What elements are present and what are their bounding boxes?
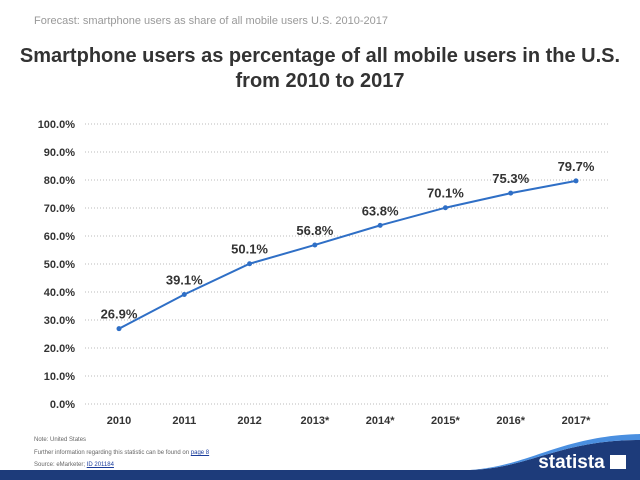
y-tick-label: 60.0% (44, 231, 75, 243)
data-point (116, 326, 122, 332)
y-tick-label: 80.0% (44, 175, 75, 187)
x-tick-label: 2011 (172, 415, 196, 427)
y-tick-label: 30.0% (44, 315, 75, 327)
data-label: 70.1% (427, 186, 464, 201)
data-point (573, 178, 579, 184)
y-tick-label: 10.0% (44, 371, 75, 383)
data-label: 63.8% (362, 203, 399, 218)
x-tick-label: 2017* (562, 415, 591, 427)
footer-wave-accent (470, 434, 640, 470)
chart-title: Smartphone users as percentage of all mo… (19, 45, 621, 92)
series-line (118, 179, 577, 330)
statista-logo: statista (538, 452, 626, 474)
y-tick-label: 0.0% (50, 399, 75, 411)
data-point (312, 242, 318, 248)
y-tick-label: 70.0% (44, 203, 75, 215)
source-link[interactable]: ID 201184 (86, 462, 114, 468)
y-tick-label: 50.0% (44, 259, 75, 271)
data-point (181, 292, 187, 298)
data-label: 50.1% (231, 242, 268, 257)
footer-wave (0, 440, 640, 480)
info-text: Further information regarding this stati… (34, 450, 190, 456)
data-label: 56.8% (296, 223, 333, 238)
data-point (508, 190, 514, 196)
x-tick-label: 2012 (237, 415, 261, 427)
data-point (377, 222, 383, 228)
statista-logo-icon (610, 455, 626, 469)
source-text: Source: eMarketer; (34, 462, 86, 468)
subtitle: Forecast: smartphone users as share of a… (34, 15, 389, 27)
y-tick-label: 100.0% (38, 119, 76, 131)
data-label: 39.1% (166, 273, 203, 288)
x-tick-label: 2016* (496, 415, 525, 427)
x-tick-label: 2013* (300, 415, 329, 427)
page-link[interactable]: page 8 (190, 450, 210, 456)
note: Note: United States (34, 437, 87, 443)
data-label: 75.3% (492, 171, 529, 186)
y-tick-label: 90.0% (44, 147, 75, 159)
x-tick-label: 2010 (107, 415, 131, 427)
data-point (442, 205, 448, 211)
data-label: 79.7% (558, 159, 595, 174)
data-label: 26.9% (101, 307, 138, 322)
data-point (247, 261, 253, 267)
x-tick-label: 2015* (431, 415, 460, 427)
x-tick-label: 2014* (366, 415, 395, 427)
y-tick-label: 20.0% (44, 343, 75, 355)
y-tick-label: 40.0% (44, 287, 75, 299)
